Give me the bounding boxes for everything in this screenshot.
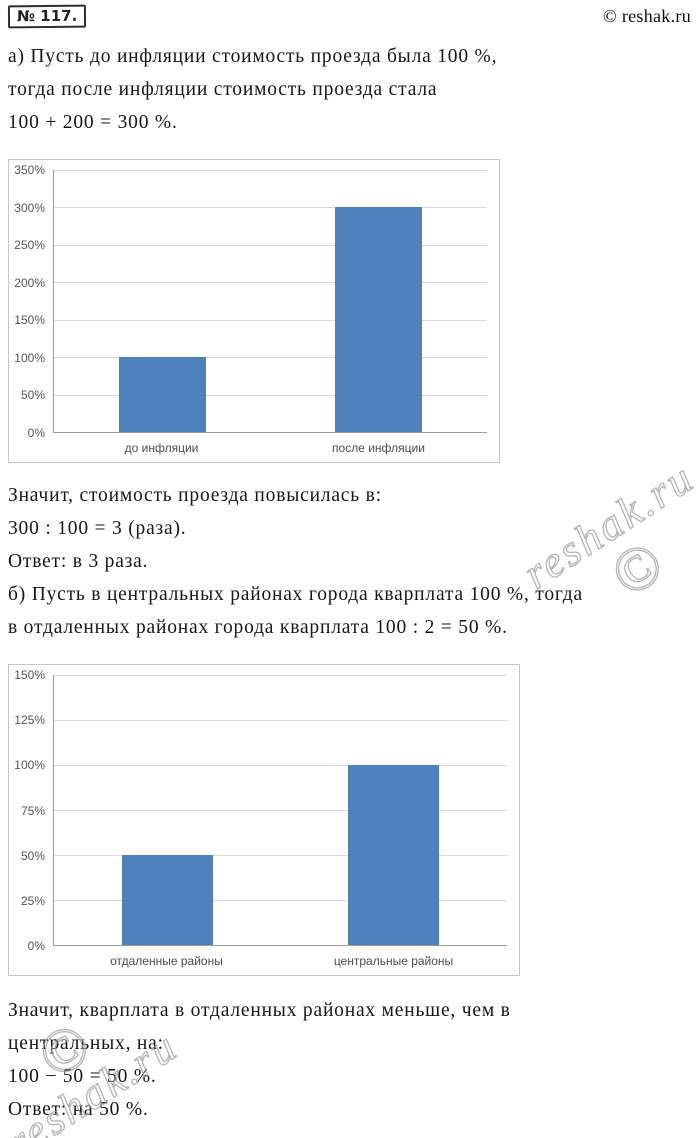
solution-line: тогда после инфляции стоимость проезда с… — [8, 79, 438, 100]
plot-area — [53, 170, 487, 433]
bar-slot — [54, 675, 281, 945]
gridline — [54, 319, 487, 321]
bar-slot — [54, 170, 271, 432]
x-category-label: до инфляции — [124, 441, 199, 455]
plot-area — [53, 675, 507, 946]
x-category-label: отдаленные районы — [110, 954, 223, 968]
gridline — [54, 207, 487, 209]
site-credit: © reshak.ru — [603, 6, 691, 26]
solution-b-conclusion: Значит, кварплата в отдаленных районах м… — [0, 994, 697, 1126]
y-tick-label: 200% — [14, 275, 45, 290]
y-tick-label: 100% — [14, 758, 45, 773]
y-axis: 350% 300% 250% 200% 150% 100% 50% 0% — [11, 164, 53, 439]
bars-group — [54, 170, 487, 432]
bar-central-districts — [348, 765, 440, 945]
y-tick-label: 350% — [14, 163, 45, 177]
y-tick-label: 0% — [27, 426, 45, 440]
y-tick-label: 250% — [14, 238, 45, 253]
x-category-label: центральные районы — [333, 954, 454, 968]
gridline — [54, 720, 507, 721]
page-header: № 117. © reshak.ru — [0, 0, 697, 32]
y-tick-label: 300% — [14, 200, 45, 215]
x-axis-labels: до инфляции после инфляции — [53, 433, 487, 458]
solution-line: а) Пусть до инфляции стоимость проезда б… — [8, 46, 498, 67]
y-tick-label: 150% — [14, 668, 45, 682]
problem-number: № 117. — [7, 4, 87, 29]
gridline — [54, 675, 507, 676]
bar-chart-rent-districts: 150% 125% 100% 75% 50% 25% 0% — [8, 664, 520, 976]
y-tick-label: 125% — [14, 713, 45, 728]
y-tick-label: 25% — [20, 893, 45, 908]
y-tick-label: 0% — [27, 939, 45, 953]
solution-line: 100 + 200 = 300 %. — [8, 112, 178, 133]
bar-remote-districts — [121, 855, 213, 945]
gridline — [54, 394, 487, 396]
gridline — [54, 855, 507, 856]
bar-slot — [281, 675, 508, 945]
solution-line: Ответ: на 50 %. — [8, 1099, 149, 1120]
solution-line: Значит, стоимость проезда повысилась в: — [8, 485, 382, 506]
gridline — [54, 282, 487, 284]
gridline — [54, 357, 487, 359]
solution-a-intro: а) Пусть до инфляции стоимость проезда б… — [0, 40, 697, 139]
solution-line: б) Пусть в центральных районах города кв… — [8, 584, 583, 605]
x-axis-labels: отдаленные районы центральные районы — [53, 946, 507, 971]
solution-line: в отдаленных районах города кварплата 10… — [8, 617, 508, 638]
bar-slot — [271, 170, 488, 432]
solution-line: 100 − 50 = 50 %. — [8, 1066, 157, 1087]
solution-a-conclusion: Значит, стоимость проезда повысилась в: … — [0, 479, 697, 644]
y-tick-label: 50% — [20, 388, 45, 403]
x-category-label: после инфляции — [332, 441, 425, 455]
bar-chart-fare-inflation: 350% 300% 250% 200% 150% 100% 50% 0% — [8, 159, 500, 463]
y-tick-label: 75% — [20, 803, 45, 818]
y-tick-label: 100% — [14, 350, 45, 365]
gridline — [54, 170, 487, 171]
gridline — [54, 810, 507, 811]
gridline — [54, 764, 507, 766]
gridline — [54, 244, 487, 246]
solution-line: центральных, на: — [8, 1033, 164, 1054]
y-tick-label: 150% — [14, 313, 45, 328]
bar-before-inflation — [118, 357, 206, 432]
solution-line: Ответ: в 3 раза. — [8, 551, 149, 572]
solution-line: Значит, кварплата в отдаленных районах м… — [8, 1000, 511, 1021]
y-tick-label: 50% — [20, 848, 45, 863]
solution-line: 300 : 100 = 3 (раза). — [8, 518, 187, 539]
bar-after-inflation — [335, 207, 423, 432]
bars-group — [54, 675, 507, 945]
y-axis: 150% 125% 100% 75% 50% 25% 0% — [11, 669, 53, 952]
gridline — [54, 899, 507, 901]
